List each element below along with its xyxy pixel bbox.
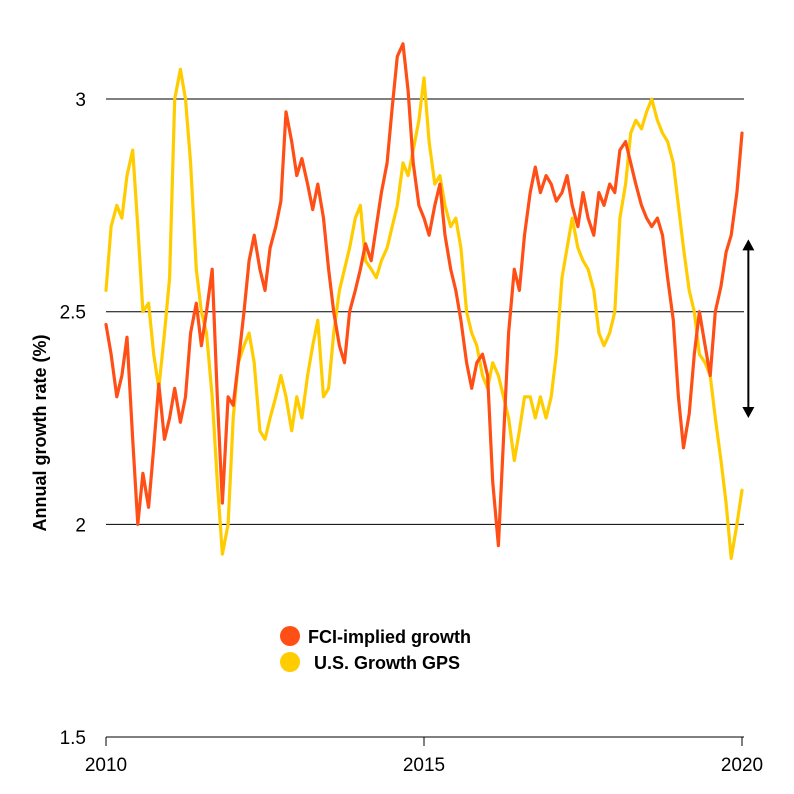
x-tick-label: 2010 [85, 755, 127, 776]
legend-label-fci-implied-growth: FCI-implied growth [308, 627, 471, 647]
arrow-head-up [742, 239, 755, 251]
y-axis-title: Annual growth rate (%) [30, 334, 50, 531]
series-line-fci-implied-growth [104, 42, 744, 548]
y-tick-label: 2 [75, 515, 86, 536]
x-tick-label: 2020 [721, 755, 763, 776]
y-tick-label: 1.5 [60, 728, 86, 749]
arrow-head-down [742, 407, 755, 419]
legend-label-u-s-growth-gps: U.S. Growth GPS [314, 653, 460, 673]
x-tick-labels: 2010 2015 2020 [85, 737, 763, 776]
legend-marker-fci-implied-growth [280, 626, 300, 646]
legend-marker-u-s-growth-gps [280, 652, 300, 672]
y-tick-label: 3 [75, 90, 86, 111]
y-tick-label: 2.5 [60, 303, 86, 324]
x-tick-label: 2015 [403, 755, 445, 776]
range-double-arrow [742, 239, 755, 419]
legend: FCI-implied growth U.S. Growth GPS [280, 626, 471, 673]
y-tick-labels: 1.5 2 2.5 3 [60, 90, 86, 749]
series-lines [104, 42, 744, 560]
series-line-u-s-growth-gps [104, 67, 744, 560]
